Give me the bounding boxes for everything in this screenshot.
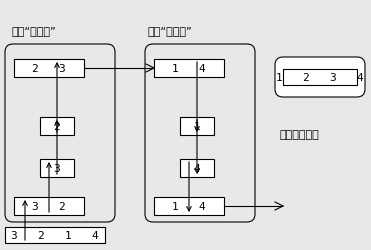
Text: 3: 3 [54, 163, 60, 173]
Bar [283, 70, 357, 86]
Bar [154, 60, 224, 78]
Text: 归并“后一半”: 归并“后一半” [148, 26, 193, 36]
Text: 1: 1 [194, 122, 200, 132]
Text: 2   3: 2 3 [32, 64, 66, 74]
Text: 4: 4 [194, 163, 200, 173]
Bar [14, 60, 84, 78]
Text: 归并“前一半”: 归并“前一半” [12, 26, 57, 36]
Text: 2: 2 [54, 122, 60, 132]
Bar [180, 159, 214, 177]
Text: 3   2: 3 2 [32, 201, 66, 211]
Text: 1   4: 1 4 [172, 64, 206, 74]
Text: 3   2   1   4: 3 2 1 4 [11, 230, 99, 240]
Text: 1   2   3   4: 1 2 3 4 [276, 73, 364, 83]
Text: 最后一趣归并: 最后一趣归并 [280, 130, 320, 140]
Bar [180, 118, 214, 136]
Text: 1   4: 1 4 [172, 201, 206, 211]
FancyBboxPatch shape [275, 58, 365, 98]
Bar [40, 159, 74, 177]
Bar [5, 227, 105, 243]
Bar [14, 197, 84, 215]
Bar [154, 197, 224, 215]
Bar [40, 118, 74, 136]
